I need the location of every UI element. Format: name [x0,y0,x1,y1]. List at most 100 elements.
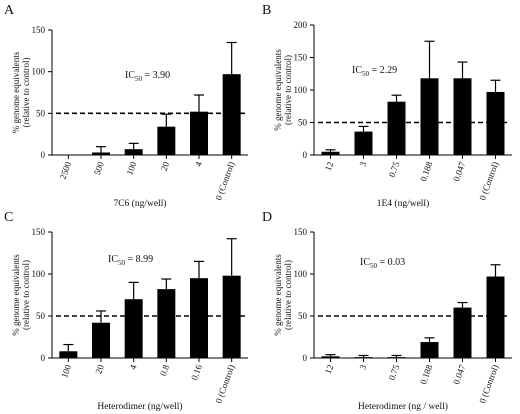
chart-panel-a: A 0 50 100 150 % genome equivalents(relative … [4,3,248,209]
x-category-label: 0.75 [387,363,402,382]
ic50-subscript: 50 [135,75,143,83]
bar [453,307,472,358]
x-category-label: 0.8 [158,363,171,377]
x-category-label: 0.16 [189,363,204,382]
x-category-label: 0.188 [418,363,434,386]
ic50-prefix: IC [108,254,118,265]
x-category-label: 3 [357,363,368,371]
x-category-label: 500 [92,160,106,177]
x-category-label: 12 [323,363,335,375]
x-axis-label: 7C6 (ng/well) [113,198,166,209]
ic50-value: 8.99 [136,254,154,265]
y-tick-label: 50 [36,108,46,118]
bar [157,289,176,358]
ic50-annotation: IC50 = 2.29 [352,65,397,78]
y-tick-label: 100 [294,269,308,279]
x-axis-label: 1E4 (ng/well) [377,198,430,209]
x-category-label: 0 (Control) [213,363,236,404]
x-category-label: 0 (Control) [213,160,236,201]
x-category-label: 4 [193,160,204,168]
y-tick-label: 50 [36,311,46,321]
ic50-value: 3.90 [153,70,171,81]
bar [420,78,439,155]
ic50-value: 2.29 [380,65,398,76]
x-category-label: 100 [59,363,73,380]
y-axis-label: % genome equivalents(relative to control… [11,254,31,336]
ic50-subscript: 50 [362,70,370,78]
bar [354,357,373,358]
y-tick-label: 0 [41,353,46,363]
bar [222,275,241,358]
bar [387,101,406,155]
y-tick-label: 50 [298,311,308,321]
x-category-label: 12 [323,160,335,172]
y-tick-label: 0 [41,150,46,160]
bar [486,276,505,358]
bar [354,131,373,155]
y-tick-label: 150 [294,53,308,63]
x-category-label: 20 [93,363,106,375]
ic50-prefix: IC [360,257,370,268]
x-category-label: 0.75 [387,160,402,179]
chart-panel-d: D 0 50 100 150 % genome equivalents(relative … [262,210,512,412]
y-tick-label: 100 [32,269,46,279]
ic50-equals: = [377,257,388,268]
bar [59,351,78,358]
ic50-prefix: IC [352,65,362,76]
ic50-annotation: IC50 = 8.99 [108,254,153,267]
panel-letter: C [4,210,13,225]
y-axis-label-line2: (relative to control) [283,260,293,330]
y-tick-label: 100 [32,67,46,77]
y-axis-label-line1: % genome equivalents [11,254,21,336]
bar [157,126,176,155]
panel-letter: B [262,3,271,18]
x-category-label: 20 [159,160,172,172]
ic50-subscript: 50 [118,259,126,267]
chart-panel-c: C 0 50 100 150 % genome equivalents(relative … [4,210,248,412]
bar [453,78,472,155]
x-category-label: 100 [125,160,139,177]
y-axis-label-line1: % genome equivalents [273,49,283,131]
chart-panel-b: B 0 50 100 150 200 % genome equivalents(relati… [262,3,512,209]
x-category-label: 0 (Control) [477,160,500,201]
y-tick-label: 200 [294,20,308,30]
bar [124,299,143,358]
y-tick-label: 50 [298,118,308,128]
bar [190,111,208,155]
ic50-value: 0.03 [388,257,406,268]
x-axis-label: Heterodimer (ng / well) [358,401,448,412]
ic50-equals: = [369,65,380,76]
bar [222,74,241,155]
panel-letter: A [4,3,15,18]
ic50-subscript: 50 [370,262,378,270]
y-tick-label: 150 [32,25,46,35]
bar [190,278,208,358]
bar [321,151,340,155]
y-axis-label-line1: % genome equivalents [273,254,283,336]
y-tick-label: 100 [294,85,308,95]
y-tick-label: 0 [303,353,308,363]
bar [420,342,439,358]
panel-letter: D [262,210,272,225]
y-axis-label-line2: (relative to control) [21,58,31,128]
bar [321,356,340,358]
y-axis-label-line2: (relative to control) [283,55,293,125]
x-category-label: 0.047 [451,363,467,386]
y-tick-label: 150 [294,227,308,237]
bar [486,91,505,155]
y-tick-label: 0 [303,150,308,160]
ic50-prefix: IC [125,70,135,81]
ic50-annotation: IC50 = 0.03 [360,257,405,270]
y-axis-label: % genome equivalents(relative to control… [11,51,31,133]
ic50-equals: = [142,70,153,81]
y-axis-label: % genome equivalents(relative to control… [273,254,293,336]
ic50-equals: = [125,254,136,265]
x-category-label: 4 [128,363,139,371]
y-axis-label: % genome equivalents(relative to control… [273,49,293,131]
x-axis-label: Heterodimer (ng/well) [97,401,182,412]
bar [92,322,110,358]
x-category-label: 0 (Control) [477,363,500,404]
y-tick-label: 150 [32,227,46,237]
x-category-label: 2500 [58,160,74,181]
